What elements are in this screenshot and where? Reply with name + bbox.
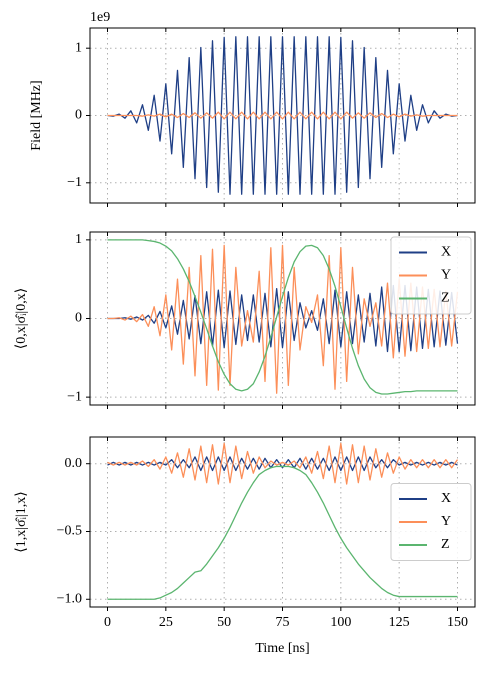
x-tick-label: 75 (276, 615, 290, 630)
legend-frame (390, 236, 472, 315)
axes-frame (89, 436, 476, 608)
axes-frame (89, 231, 476, 406)
y-tick-label: −1.0 (57, 591, 82, 606)
legend-label: X (441, 245, 451, 260)
legend-label: Y (441, 514, 451, 529)
y-tick-label: 0.0 (65, 456, 83, 471)
y-tick-label: 1 (75, 232, 82, 247)
y-axis-label: ⟨1,x|σ̂ᵢ|1,x⟩ (14, 491, 29, 552)
series-line (107, 284, 459, 353)
x-tick-label: 125 (389, 615, 410, 630)
x-tick-label: 25 (159, 615, 173, 630)
axes-frame (89, 27, 476, 204)
series-line (107, 111, 458, 120)
series-line (107, 36, 458, 195)
y-tick-label: −1 (67, 175, 82, 190)
legend-label: X (441, 491, 451, 506)
series-line (107, 465, 458, 600)
legend-label: Z (441, 291, 450, 306)
legend-label: Y (441, 268, 451, 283)
x-axis-label: Time [ns] (255, 641, 309, 656)
x-tick-label: 0 (104, 615, 111, 630)
series-line (107, 442, 459, 485)
legend: XYZ (390, 483, 472, 561)
legend-label: Z (441, 537, 450, 552)
y-tick-label: 0 (75, 108, 82, 123)
legend: XYZ (390, 236, 472, 315)
legend-frame (390, 483, 472, 561)
x-tick-label: 150 (447, 615, 468, 630)
x-tick-label: 50 (217, 615, 231, 630)
offset-text: 1e9 (90, 10, 110, 25)
y-tick-label: −1 (67, 389, 82, 404)
series-line (107, 456, 458, 472)
x-tick-label: 100 (330, 615, 351, 630)
series-line (107, 239, 458, 395)
y-tick-label: 1 (75, 40, 82, 55)
plot-area (107, 442, 459, 600)
y-axis-label: Field [MHz] (29, 80, 44, 150)
y-tick-label: 0 (75, 311, 82, 326)
y-tick-label: −0.5 (57, 524, 82, 539)
plot-area (107, 36, 458, 195)
y-axis-label: ⟨0,x|σ̂ᵢ|0,x⟩ (14, 288, 29, 349)
